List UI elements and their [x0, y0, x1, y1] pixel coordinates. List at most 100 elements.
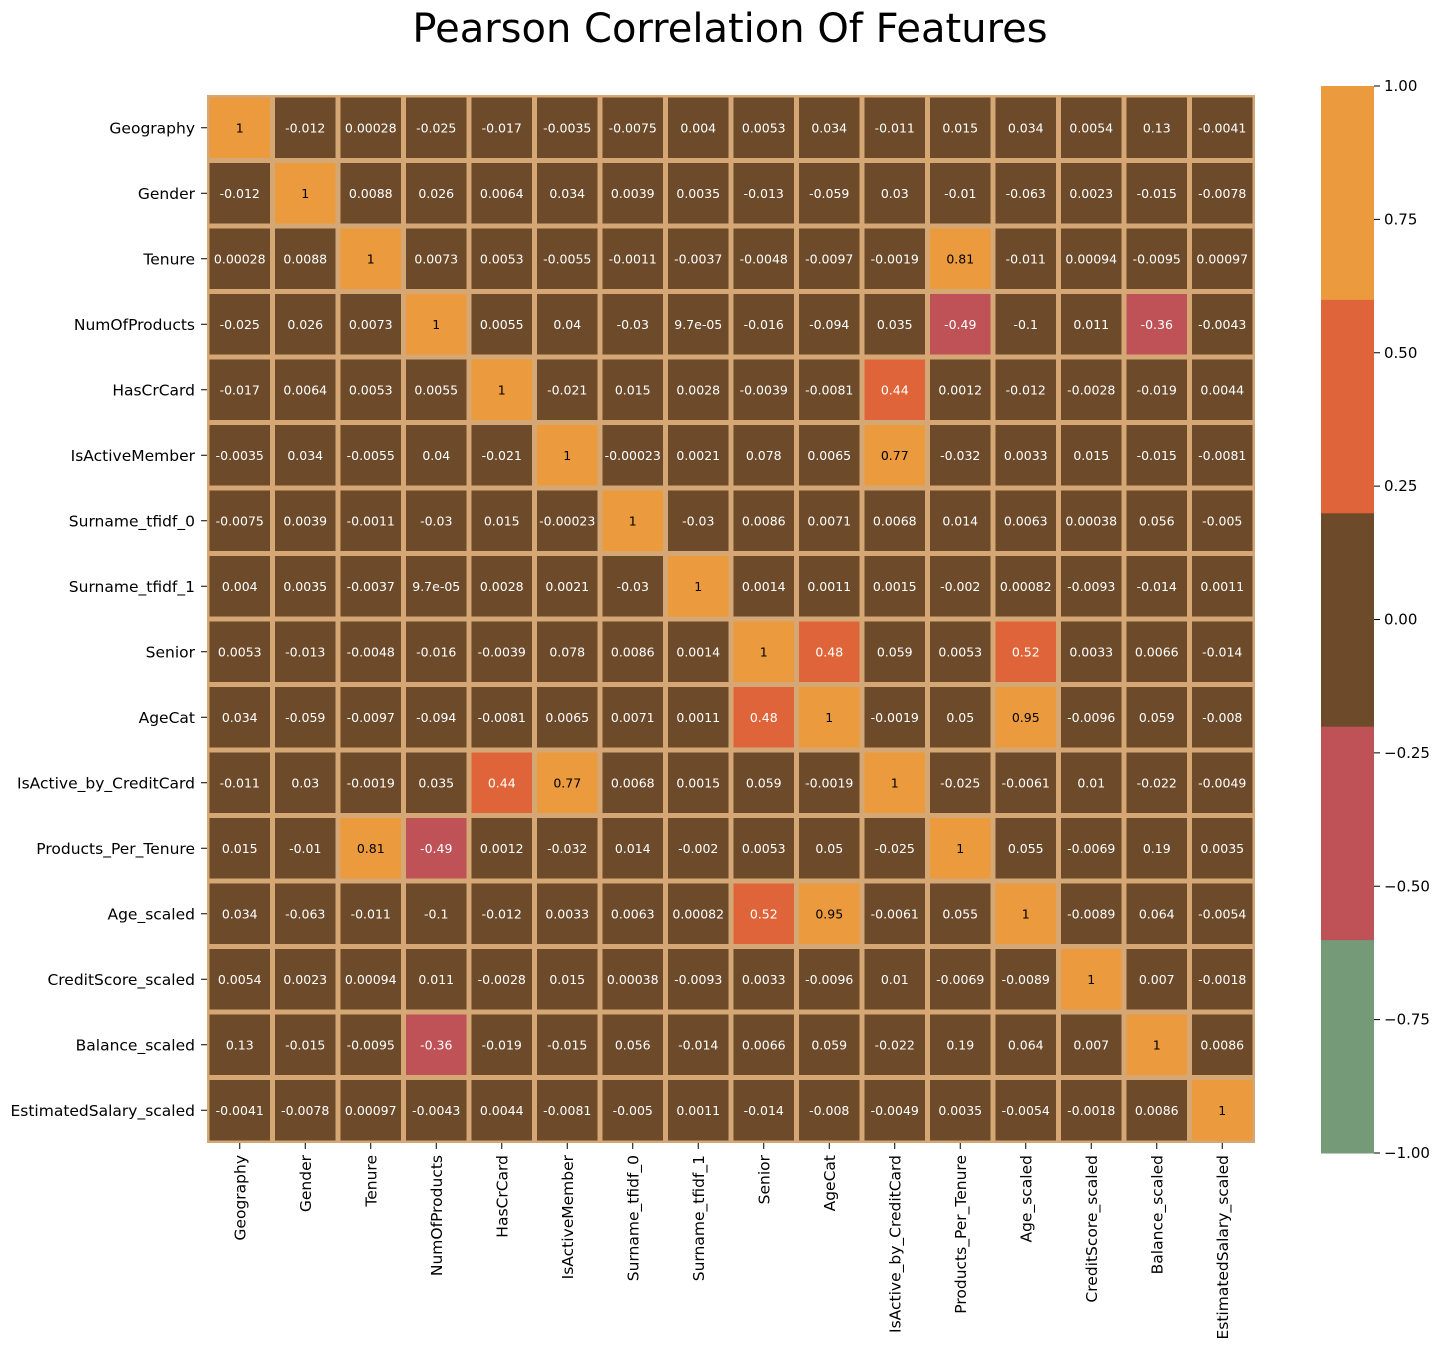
heatmap-cell [471, 425, 532, 486]
cell-value-label: -0.0061 [1002, 775, 1050, 790]
cell-value-label: -0.03 [682, 513, 714, 528]
heatmap-cell [275, 1080, 336, 1141]
heatmap-cell [602, 556, 663, 617]
cell-value-label: 1 [498, 382, 506, 397]
colorbar-segment [1321, 512, 1374, 727]
heatmap-cell [668, 949, 729, 1010]
cell-value-label: -0.021 [547, 382, 587, 397]
y-tick-label: EstimatedSalary_scaled [10, 1102, 195, 1121]
cell-value-label: 0.00082 [1000, 579, 1052, 594]
heatmap-cell [275, 425, 336, 486]
cell-value-label: 0.007 [1139, 972, 1175, 987]
heatmap-cell [602, 1014, 663, 1075]
cell-value-label: 0.48 [815, 644, 843, 659]
heatmap-cell [1061, 359, 1122, 420]
cell-value-label: -0.059 [285, 710, 325, 725]
heatmap-cell [1061, 228, 1122, 289]
cell-value-label: 0.00038 [607, 972, 659, 987]
cell-value-label: 0.0053 [742, 120, 786, 135]
cell-value-label: 0.00094 [345, 972, 397, 987]
cell-value-label: 1 [760, 644, 768, 659]
colorbar-tick-label: −1.00 [1384, 1144, 1430, 1162]
heatmap-cell [275, 949, 336, 1010]
cell-value-label: -0.025 [940, 775, 980, 790]
heatmap-cell [471, 294, 532, 355]
cell-value-label: 0.81 [357, 841, 385, 856]
heatmap-cell [668, 818, 729, 879]
cell-value-label: 0.0086 [611, 644, 655, 659]
heatmap-cell [340, 163, 401, 224]
heatmap-cell [864, 490, 925, 551]
heatmap-cell [209, 556, 270, 617]
cell-value-label: 0.95 [1012, 710, 1040, 725]
cell-value-label: 0.0039 [611, 186, 655, 201]
cell-value-label: -0.008 [809, 1103, 849, 1118]
cell-value-label: 0.0035 [676, 186, 720, 201]
heatmap-cell [602, 883, 663, 944]
heatmap-cell [930, 556, 991, 617]
cell-value-label: -0.0011 [609, 251, 657, 266]
heatmap-cell [668, 556, 729, 617]
heatmap-cell [799, 294, 860, 355]
cell-value-label: -0.094 [809, 317, 849, 332]
cell-value-label: 0.055 [942, 906, 978, 921]
heatmap-cell [1061, 163, 1122, 224]
cell-value-label: 0.19 [946, 1037, 974, 1052]
cell-value-label: 0.0021 [676, 448, 720, 463]
cell-value-label: -0.0037 [674, 251, 722, 266]
heatmap-cell [275, 97, 336, 158]
cell-value-label: 0.056 [1139, 513, 1175, 528]
heatmap-cell [1192, 294, 1253, 355]
cell-value-label: 0.034 [287, 448, 323, 463]
heatmap-cell [406, 752, 467, 813]
cell-value-label: -0.0081 [478, 710, 526, 725]
colorbar-segment [1321, 939, 1374, 1154]
heatmap-cell [1061, 97, 1122, 158]
colorbar-segment [1321, 299, 1374, 514]
heatmap-cell [864, 818, 925, 879]
heatmap-cell [471, 163, 532, 224]
heatmap-cell [668, 883, 729, 944]
cell-value-label: 0.0066 [742, 1037, 786, 1052]
heatmap-cell [864, 752, 925, 813]
cell-value-label: 0.0054 [1069, 120, 1113, 135]
heatmap-cell [733, 425, 794, 486]
x-axis-tick-labels: Geography Gender Tenure NumOfProducts HasCrC… [231, 1143, 1233, 1340]
heatmap-cell [668, 97, 729, 158]
cell-value-label: 0.0053 [938, 644, 982, 659]
heatmap-cell [733, 359, 794, 420]
cell-value-label: -0.063 [285, 906, 325, 921]
heatmap-cell [471, 1080, 532, 1141]
heatmap-cell [668, 752, 729, 813]
cell-value-label: 0.0028 [480, 579, 524, 594]
heatmap-cell [209, 621, 270, 682]
heatmap-cell [733, 818, 794, 879]
cell-value-label: 0.014 [942, 513, 978, 528]
cell-value-label: -0.0093 [674, 972, 722, 987]
heatmap-cell [1126, 1080, 1187, 1141]
heatmap-cell [209, 1014, 270, 1075]
heatmap-cell [340, 621, 401, 682]
heatmap-cell [340, 1014, 401, 1075]
cell-value-label: -0.1 [424, 906, 448, 921]
y-tick-label: AgeCat [139, 709, 195, 727]
cell-value-label: -0.063 [1006, 186, 1046, 201]
heatmap-cell [340, 949, 401, 1010]
cell-value-label: 0.0064 [480, 186, 524, 201]
x-tick-label: IsActiveMember [559, 1154, 577, 1279]
heatmap-cell [1061, 883, 1122, 944]
cell-value-label: -0.008 [1202, 710, 1242, 725]
cell-value-label: 0.04 [422, 448, 450, 463]
cell-value-label: -0.0039 [478, 644, 526, 659]
cell-value-label: 0.0053 [349, 382, 393, 397]
heatmap-cell [668, 359, 729, 420]
cell-value-label: -0.005 [1202, 513, 1242, 528]
heatmap-cell [537, 97, 598, 158]
heatmap-cell [1126, 1014, 1187, 1075]
cell-value-label: -0.0096 [1067, 710, 1115, 725]
cell-value-label: 0.00082 [672, 906, 724, 921]
y-tick-label: Geography [109, 119, 195, 137]
cell-value-label: 0.0033 [1069, 644, 1113, 659]
cell-value-label: 0.015 [549, 972, 585, 987]
cell-value-label: 0.03 [881, 186, 909, 201]
